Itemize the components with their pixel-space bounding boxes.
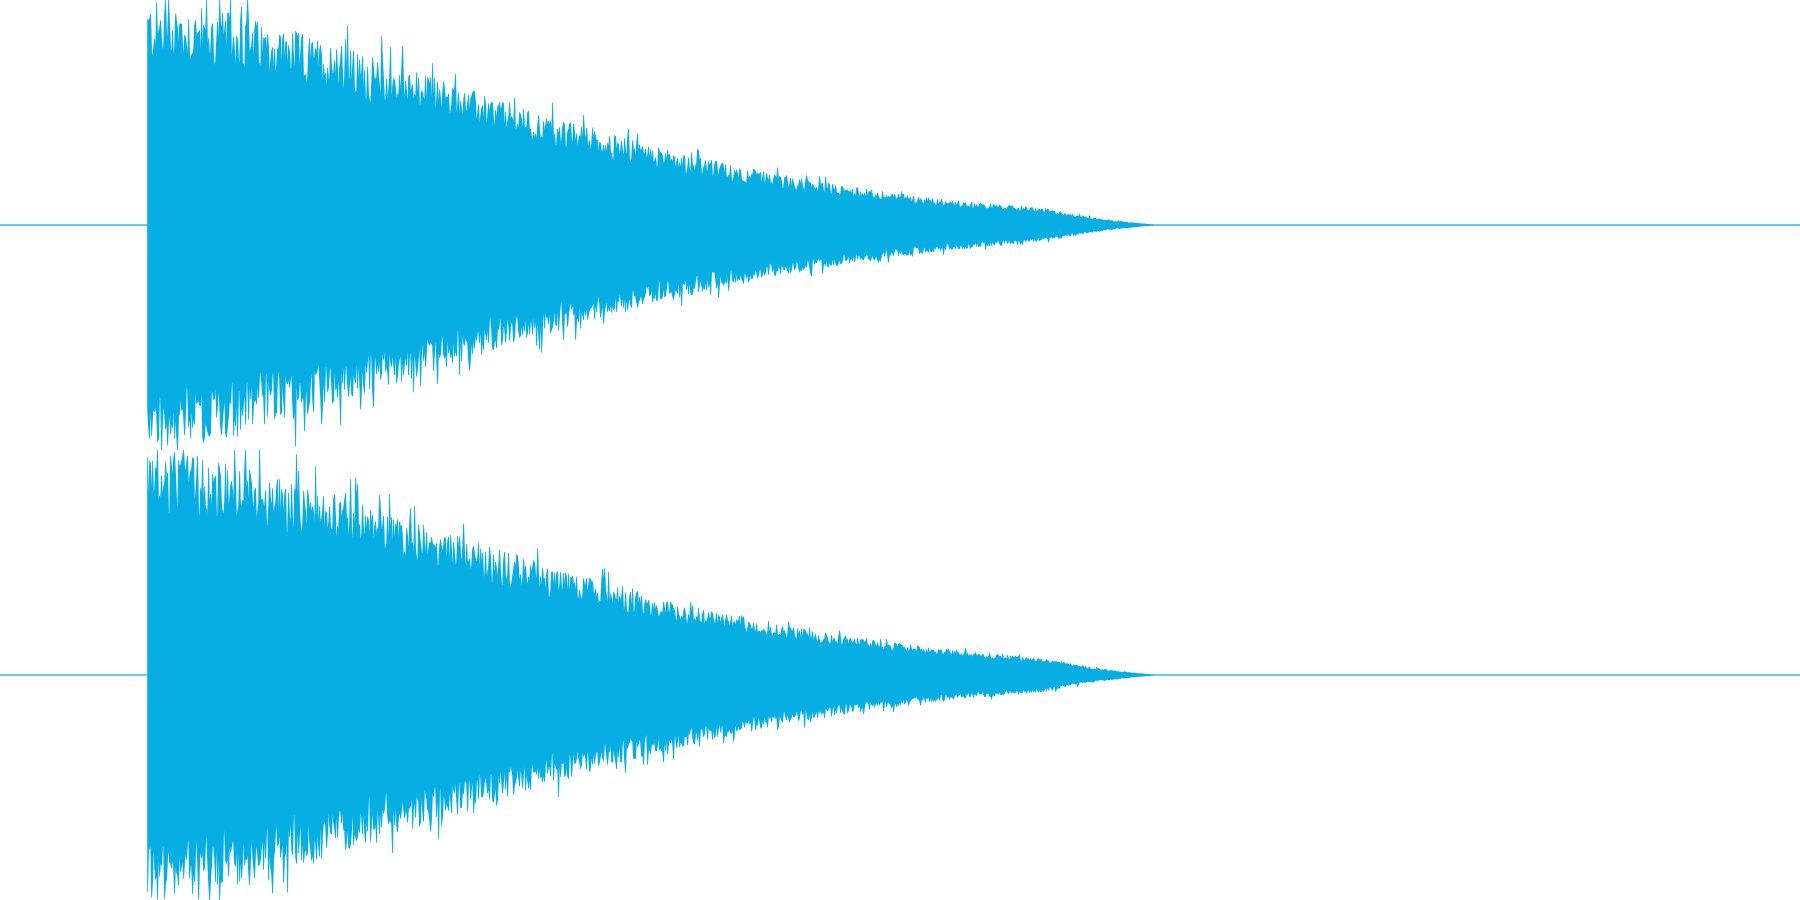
waveform-envelope: [147, 449, 1164, 900]
channel-left-waveform: [0, 0, 1800, 451]
waveform-envelope: [147, 0, 1164, 451]
channel-right-waveform: [0, 449, 1800, 900]
